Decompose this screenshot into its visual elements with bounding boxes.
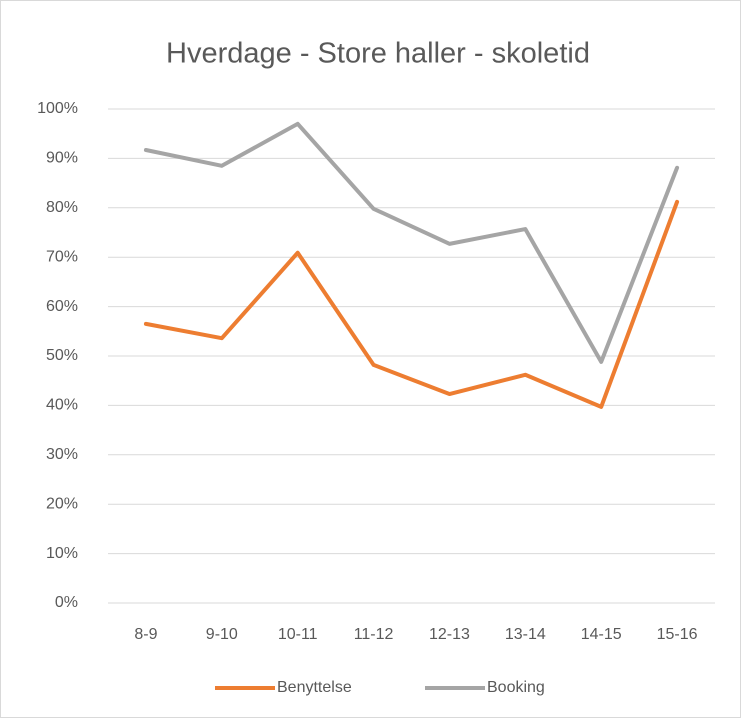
y-tick-label: 10% [46, 545, 78, 562]
x-tick-label: 10-11 [278, 626, 318, 643]
data-line [143, 121, 680, 364]
data-line [143, 199, 680, 409]
x-tick-label: 12-13 [429, 626, 470, 643]
x-tick-label: 13-14 [505, 626, 546, 643]
legend-label: Booking [487, 679, 545, 696]
y-tick-label: 80% [46, 199, 78, 216]
y-tick-label: 60% [46, 298, 78, 315]
y-tick-label: 100% [37, 100, 78, 117]
x-tick-label: 14-15 [581, 626, 622, 643]
y-tick-label: 40% [46, 397, 78, 414]
y-tick-label: 20% [46, 495, 78, 512]
chart-title: Hverdage - Store haller - skoletid [166, 38, 590, 70]
x-tick-label: 15-16 [657, 626, 698, 643]
x-tick-label: 8-9 [134, 626, 157, 643]
x-tick-label: 11-12 [354, 626, 394, 643]
legend-label: Benyttelse [277, 679, 352, 696]
y-tick-label: 30% [46, 446, 78, 463]
y-tick-label: 0% [55, 594, 78, 611]
y-tick-label: 90% [46, 150, 78, 167]
x-tick-label: 9-10 [206, 626, 238, 643]
y-tick-label: 70% [46, 248, 78, 265]
y-tick-label: 50% [46, 347, 78, 364]
